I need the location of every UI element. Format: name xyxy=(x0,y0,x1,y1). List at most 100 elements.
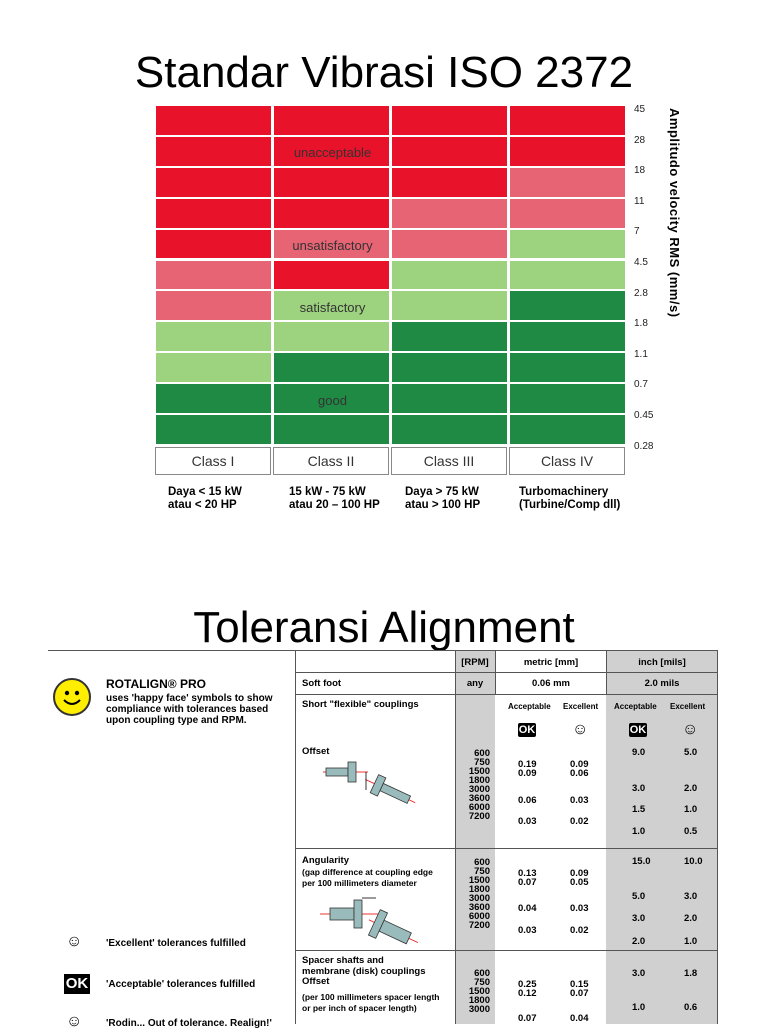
inch-ok-icon: OK xyxy=(629,723,647,737)
header-inch: inch [mils] xyxy=(638,657,686,668)
inch-excellent-header: Excellent xyxy=(670,702,706,711)
metric-value: 0.07 xyxy=(570,988,589,999)
inch-value: 3.0 xyxy=(632,968,646,979)
legend-acceptable: 'Acceptable' tolerances fulfilled xyxy=(106,979,256,990)
rpm-value: 3000 xyxy=(468,893,490,904)
y-tick-label: 0.28 xyxy=(634,440,654,452)
class-2-box: Class II xyxy=(273,447,389,475)
class-4-box: Class IV xyxy=(509,447,625,475)
rpm-value: 750 xyxy=(474,757,490,768)
zone-cell-c4-r7 xyxy=(509,290,626,322)
zone-cell-c4-r10 xyxy=(509,383,626,414)
zone-satisfactory: satisfactory xyxy=(299,300,366,315)
metric-value: 0.05 xyxy=(570,877,589,888)
zone-cell-c2-r11 xyxy=(273,414,390,445)
zone-cell-c2-r5 xyxy=(273,228,390,260)
metric-value: 0.03 xyxy=(518,925,537,936)
zone-cell-c2-r2 xyxy=(273,135,390,167)
zone-cell-c2-r1 xyxy=(273,105,390,136)
class-3-desc: Daya > 75 kW atau > 100 HP xyxy=(405,486,481,511)
metric-value: 0.03 xyxy=(570,795,589,806)
inch-value: 1.0 xyxy=(684,804,698,815)
metric-value: 0.03 xyxy=(570,903,589,914)
metric-value: 0.13 xyxy=(518,868,537,879)
legend-excellent: 'Excellent' tolerances fulfilled xyxy=(106,938,246,949)
rpm-value: 1500 xyxy=(468,875,490,886)
zone-cell-c3-r11 xyxy=(391,414,508,445)
metric-value: 0.06 xyxy=(570,768,589,779)
spacer-offset-label: Offset xyxy=(302,976,330,987)
zone-cell-c3-r8 xyxy=(391,321,508,353)
inch-value: 3.0 xyxy=(632,783,646,794)
slide-title-alignment: Toleransi Alignment xyxy=(193,603,575,652)
rpm-value: 600 xyxy=(474,748,490,759)
zone-cell-c3-r9 xyxy=(391,352,508,384)
iso2372-chart xyxy=(155,105,626,445)
y-tick-label: 4.5 xyxy=(634,257,648,268)
zone-cell-c1-r1 xyxy=(155,105,272,136)
rpm-value: 600 xyxy=(474,968,490,979)
table-top-rule xyxy=(48,650,718,651)
table-divider-right xyxy=(717,650,718,1024)
inch-smile-icon: ☺ xyxy=(682,721,699,738)
metric-value: 0.02 xyxy=(570,816,589,827)
zone-cell-c2-r7 xyxy=(273,290,390,322)
metric-excellent-header: Excellent xyxy=(563,702,599,711)
softfoot-label: Soft foot xyxy=(302,678,342,689)
table-angularity-rule xyxy=(295,950,717,951)
rpm-value: 6000 xyxy=(468,911,490,922)
zone-cell-c1-r8 xyxy=(155,321,272,353)
zone-unacceptable: unacceptable xyxy=(293,145,372,160)
zone-cell-c4-r11 xyxy=(509,414,626,445)
zone-cell-c4-r2 xyxy=(509,135,626,167)
zone-cell-c1-r3 xyxy=(155,166,272,198)
metric-value: 0.09 xyxy=(518,768,537,779)
metric-value: 0.04 xyxy=(570,1013,589,1024)
rpm-value: 6000 xyxy=(468,802,490,813)
inch-value: 2.0 xyxy=(684,783,698,794)
inch-value: 1.5 xyxy=(632,804,646,815)
class-2-desc: 15 kW - 75 kW atau 20 – 100 HP xyxy=(289,486,380,511)
zone-cell-c4-r1 xyxy=(509,105,626,136)
rpm-value: 600 xyxy=(474,857,490,868)
class-1-box: Class I xyxy=(155,447,271,475)
zone-cell-c4-r3 xyxy=(509,166,626,198)
zone-cell-c2-r3 xyxy=(273,166,390,198)
offset-diagram-icon xyxy=(323,761,416,804)
class-3-box: Class III xyxy=(391,447,507,475)
rpm-value: 7200 xyxy=(468,811,490,822)
inch-value: 10.0 xyxy=(684,856,703,867)
metric-value: 0.25 xyxy=(518,979,537,990)
zone-cell-c2-r10 xyxy=(273,383,390,414)
zone-cell-c3-r4 xyxy=(391,197,508,229)
y-tick-label: 0.7 xyxy=(634,379,648,391)
happy-face-icon xyxy=(53,678,91,716)
y-tick-label: 1.1 xyxy=(634,348,648,360)
metric-value: 0.19 xyxy=(518,759,537,770)
inch-value: 1.0 xyxy=(632,1002,646,1013)
y-tick-label: 0.45 xyxy=(634,410,654,421)
rpm-value: 1500 xyxy=(468,766,490,777)
rpm-value: 1500 xyxy=(468,986,490,997)
rpm-value: 7200 xyxy=(468,920,490,931)
rpm-value: 750 xyxy=(474,866,490,877)
offset-label: Offset xyxy=(302,746,330,757)
short-couplings-label: Short "flexible" couplings xyxy=(302,699,419,710)
softfoot-metric: 0.06 mm xyxy=(531,678,571,689)
rpm-value: 3000 xyxy=(468,784,490,795)
inch-value: 5.0 xyxy=(684,747,698,758)
offset-rpm-list: 600 750 1500 1800 3000 3600 6000 7200 xyxy=(456,748,490,822)
rpm-value: 3600 xyxy=(468,793,490,804)
brand-description: uses 'happy face' symbols to show compli… xyxy=(106,693,273,726)
inch-column-shade xyxy=(606,651,717,1024)
zone-cell-c3-r6 xyxy=(391,259,508,291)
inch-value: 1.0 xyxy=(684,936,698,947)
zone-cell-c4-r6 xyxy=(509,259,626,291)
zone-cell-c1-r7 xyxy=(155,290,272,322)
inch-value: 15.0 xyxy=(632,856,651,867)
y-tick-label: 11 xyxy=(634,195,645,207)
zone-cell-c2-r9 xyxy=(273,352,390,384)
metric-value: 0.03 xyxy=(518,816,537,827)
spacer-sub: (per 100 millimeters spacer length or pe… xyxy=(302,992,440,1013)
header-rpm: [RPM] xyxy=(461,657,489,668)
